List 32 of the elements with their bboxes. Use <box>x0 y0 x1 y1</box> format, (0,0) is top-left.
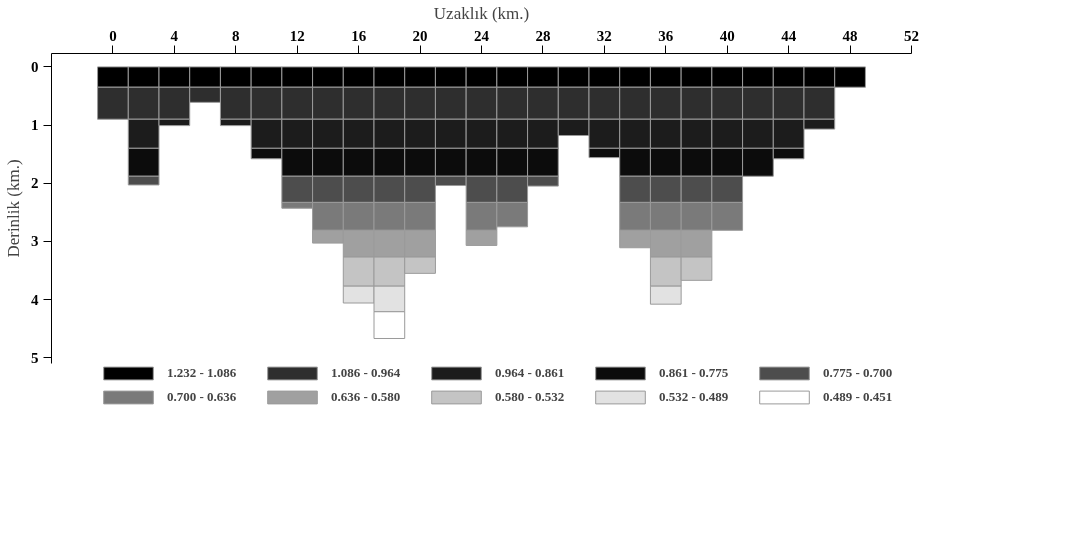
y-axis-title: Derinlik (km.) <box>4 159 23 258</box>
x-tick-label: 32 <box>596 27 612 44</box>
x-tick-label: 0 <box>109 27 117 44</box>
x-tick-label: 36 <box>658 27 674 44</box>
x-tick-label: 52 <box>904 27 919 44</box>
y-tick-label: 0 <box>31 58 39 75</box>
y-tick-label: 2 <box>31 175 39 192</box>
y-tick-label: 5 <box>31 349 39 366</box>
x-tick-label: 44 <box>781 27 797 44</box>
x-tick-label: 48 <box>842 27 858 44</box>
x-tick-label: 8 <box>232 27 240 44</box>
legend-label: 0.580 - 0.532 <box>495 389 566 405</box>
x-tick-label: 12 <box>289 27 305 44</box>
x-tick-label: 40 <box>719 27 735 44</box>
legend-label: 0.489 - 0.451 <box>823 389 894 405</box>
legend-label: 1.232 - 1.086 <box>167 365 238 381</box>
legend-label: 0.636 - 0.580 <box>331 389 402 405</box>
x-tick-label: 20 <box>412 27 428 44</box>
x-tick-label: 16 <box>351 27 367 44</box>
legend-label: 0.532 - 0.489 <box>659 389 730 405</box>
legend-label: 1.086 - 0.964 <box>331 365 402 381</box>
y-tick-label: 3 <box>31 233 39 250</box>
legend-label: 0.964 - 0.861 <box>495 365 566 381</box>
x-tick-label: 4 <box>170 27 179 44</box>
y-tick-label: 4 <box>31 291 39 308</box>
x-tick-label: 24 <box>474 27 490 44</box>
legend-label: 0.861 - 0.775 <box>659 365 730 381</box>
legend-label: 0.700 - 0.636 <box>167 389 238 405</box>
y-tick-label: 1 <box>31 117 39 134</box>
x-axis-title: Uzaklık (km.) <box>433 3 530 23</box>
x-tick-label: 28 <box>535 27 551 44</box>
legend-label: 0.775 - 0.700 <box>823 365 894 381</box>
